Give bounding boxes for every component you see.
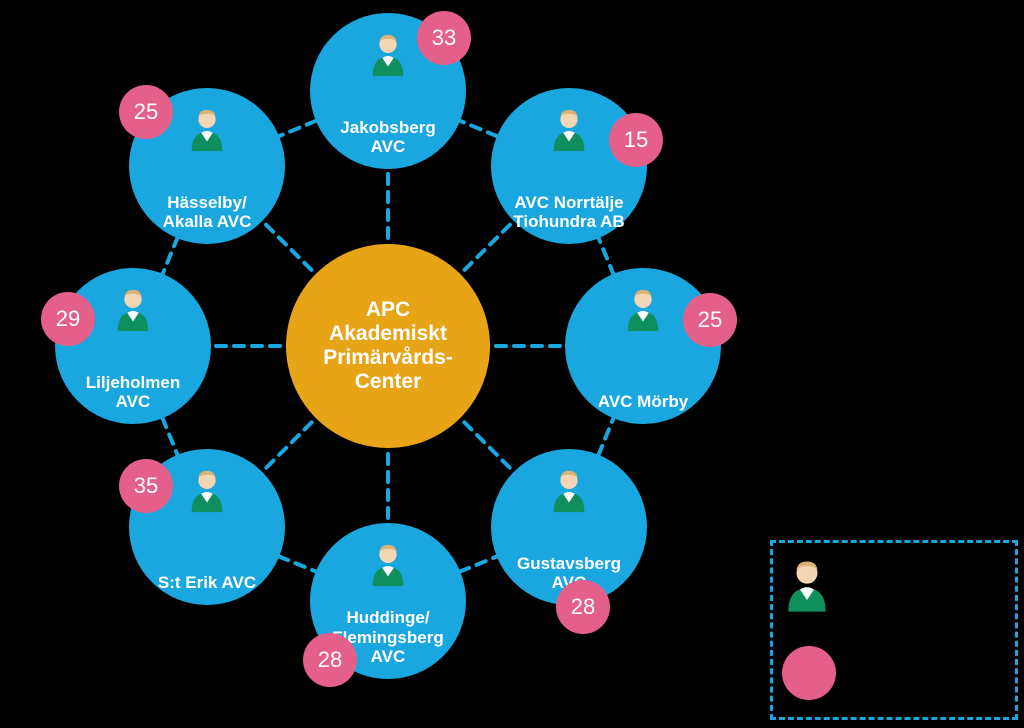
person-icon	[184, 468, 230, 514]
node-liljeholmen: Liljeholmen AVC	[55, 268, 211, 424]
count-badge-jakobsberg: 33	[417, 11, 471, 65]
badge-value: 15	[624, 127, 648, 153]
node-label: AVC Norrtälje Tiohundra AB	[507, 193, 630, 244]
legend-person-icon	[779, 558, 835, 614]
node-label: S:t Erik AVC	[152, 573, 262, 605]
badge-value: 28	[571, 594, 595, 620]
legend-box	[770, 540, 1018, 720]
node-label: Liljeholmen AVC	[80, 373, 186, 424]
count-badge-morby: 25	[683, 293, 737, 347]
badge-value: 28	[318, 647, 342, 673]
node-norrtalje: AVC Norrtälje Tiohundra AB	[491, 88, 647, 244]
node-gustavsberg: Gustavsberg AVC	[491, 449, 647, 605]
count-badge-gustavsberg: 28	[556, 580, 610, 634]
person-icon	[184, 107, 230, 153]
person-icon	[546, 107, 592, 153]
node-label: Hässelby/ Akalla AVC	[157, 193, 258, 244]
badge-value: 25	[698, 307, 722, 333]
person-icon	[365, 542, 411, 588]
badge-value: 35	[134, 473, 158, 499]
badge-value: 25	[134, 99, 158, 125]
node-label: Jakobsberg AVC	[334, 118, 441, 169]
count-badge-hasselby: 25	[119, 85, 173, 139]
node-morby: AVC Mörby	[565, 268, 721, 424]
count-badge-norrtalje: 15	[609, 113, 663, 167]
badge-value: 33	[432, 25, 456, 51]
person-icon	[620, 287, 666, 333]
center-node: APC Akademiskt Primärvårds- Center	[286, 244, 490, 448]
legend-badge-icon	[782, 646, 836, 700]
person-icon	[365, 32, 411, 78]
person-icon	[110, 287, 156, 333]
node-label: AVC Mörby	[592, 392, 694, 424]
person-icon	[546, 468, 592, 514]
center-label: APC Akademiskt Primärvårds- Center	[313, 298, 463, 395]
count-badge-huddinge: 28	[303, 633, 357, 687]
count-badge-sterik: 35	[119, 459, 173, 513]
badge-value: 29	[56, 306, 80, 332]
diagram-stage: { "canvas": { "width": 1024, "height": 7…	[0, 0, 1024, 728]
count-badge-liljeholmen: 29	[41, 292, 95, 346]
